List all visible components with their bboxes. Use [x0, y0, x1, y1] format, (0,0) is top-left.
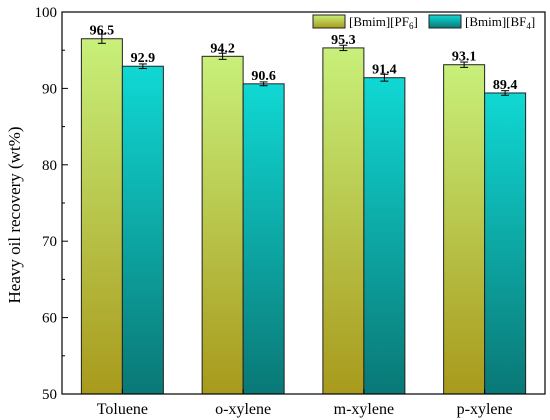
data-label-toluene-series-0: 96.5 [90, 24, 115, 39]
y-tick-label: 100 [35, 5, 58, 21]
data-label-m-xylene-series-0: 95.3 [331, 33, 356, 48]
y-tick-label: 50 [42, 387, 57, 403]
bar-m-xylene-series-0 [322, 47, 365, 395]
legend-swatch [428, 14, 462, 29]
legend-item-series-1: [Bmim][BF4] [428, 14, 535, 31]
legend-item-series-0: [Bmim][PF6] [312, 14, 418, 31]
bar-toluene-series-0 [80, 38, 123, 395]
error-bar-toluene-series-1 [138, 63, 147, 70]
error-bar-o-xylene-series-0 [218, 52, 227, 60]
data-labels-layer: 96.5 92.9 94.2 90.6 95.3 91.4 93.1 89.4 [90, 24, 518, 93]
bar-o-xylene-series-0 [201, 55, 244, 395]
error-bar-toluene-series-0 [97, 33, 106, 44]
error-bar-m-xylene-series-0 [339, 44, 348, 52]
legend-label: [Bmim][PF6] [349, 14, 418, 31]
legend-label: [Bmim][BF4] [465, 14, 535, 31]
x-tick-label-p-xylene: p-xylene [457, 401, 513, 418]
bar-p-xylene-series-0 [443, 64, 486, 395]
error-bar-p-xylene-series-0 [460, 61, 469, 68]
bars-layer [80, 38, 527, 395]
error-bar-o-xylene-series-1 [259, 81, 268, 87]
data-label-p-xylene-series-1: 89.4 [493, 78, 518, 93]
y-tick-label: 90 [42, 81, 57, 97]
bar-p-xylene-series-1 [484, 92, 527, 395]
error-bars-layer [97, 33, 510, 96]
data-label-toluene-series-1: 92.9 [131, 51, 156, 66]
data-label-p-xylene-series-0: 93.1 [452, 50, 477, 65]
error-bar-m-xylene-series-1 [380, 73, 389, 82]
y-axis-title: Heavy oil recovery (wt%) [5, 126, 24, 303]
bar-o-xylene-series-1 [242, 83, 285, 395]
y-tick-label: 60 [42, 311, 57, 327]
data-label-o-xylene-series-1: 90.6 [251, 69, 276, 84]
x-tick-label-toluene: Toluene [97, 401, 148, 418]
x-tick-label-o-xylene: o-xylene [215, 401, 271, 418]
bar-toluene-series-1 [121, 65, 164, 395]
legend: [Bmim][PF6] [Bmim][BF4] [312, 14, 535, 31]
data-label-o-xylene-series-0: 94.2 [210, 41, 235, 56]
bar-m-xylene-series-1 [363, 77, 406, 395]
legend-swatch [312, 14, 346, 29]
y-tick-label: 70 [42, 234, 57, 250]
axes-layer: 50 60 70 80 90 100 Toluene o-xylene m-xylene p-xy… [35, 5, 546, 418]
y-tick-label: 80 [42, 158, 57, 174]
x-tick-label-m-xylene: m-xylene [334, 401, 394, 418]
data-label-m-xylene-series-1: 91.4 [372, 63, 397, 78]
error-bar-p-xylene-series-1 [501, 90, 510, 96]
